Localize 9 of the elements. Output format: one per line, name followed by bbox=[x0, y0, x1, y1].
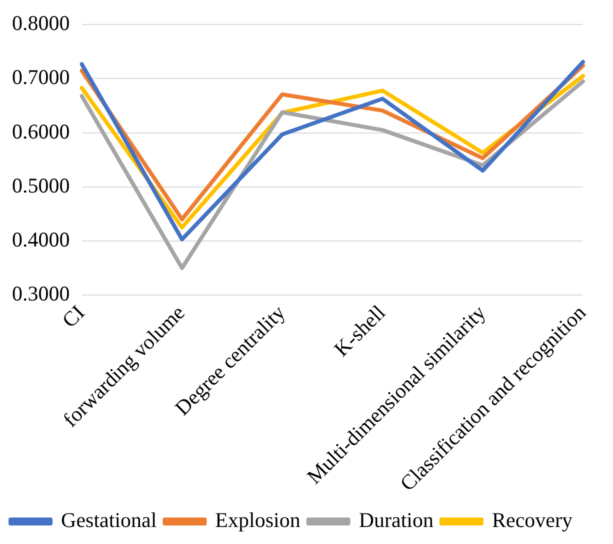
y-tick-label: 0.7000 bbox=[12, 65, 70, 90]
y-tick-label: 0.4000 bbox=[12, 227, 70, 252]
legend-label: Duration bbox=[358, 508, 434, 532]
y-tick-label: 0.6000 bbox=[12, 119, 70, 144]
legend-label: Explosion bbox=[215, 508, 301, 532]
legend-label: Gestational bbox=[61, 508, 157, 532]
y-tick-label: 0.8000 bbox=[12, 11, 70, 36]
legend-label: Recovery bbox=[492, 508, 573, 532]
y-tick-label: 0.5000 bbox=[12, 173, 70, 198]
